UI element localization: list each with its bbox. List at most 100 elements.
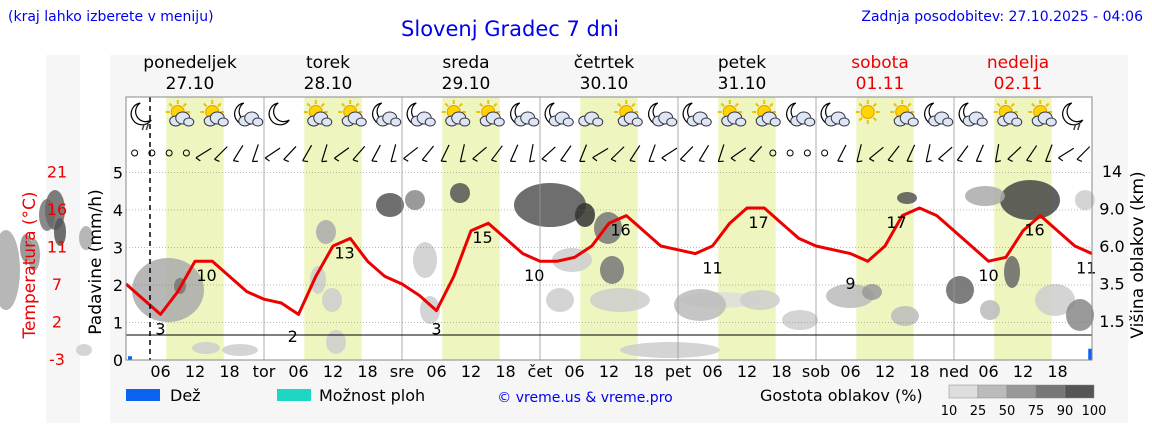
wind-barb-icon: [592, 147, 609, 162]
sun-cloud-icon: [1028, 100, 1057, 127]
storm-legend-swatch: [277, 389, 311, 401]
temp-tick-label: 2: [52, 313, 62, 332]
rain-legend-swatch: [126, 389, 160, 401]
cloud-density-blob: [132, 258, 204, 322]
temp-value-label: 11: [1076, 259, 1096, 278]
sun-cloud-icon: [441, 100, 471, 127]
temp-value-label: 13: [334, 243, 354, 262]
plot-border: [125, 96, 1093, 361]
credit-link[interactable]: © vreme.us & vreme.pro: [497, 390, 672, 406]
cloud-height-tick-label: 6.0: [1099, 237, 1124, 256]
x-tick-label: 12: [323, 362, 343, 381]
day-date: 30.10: [580, 74, 629, 94]
cloud-density-blob: [28, 239, 40, 271]
x-tick-label: 12: [737, 362, 757, 381]
temp-tick-label: -3: [49, 350, 65, 369]
sun-cloud-icon: [717, 100, 747, 127]
day-name: četrtek: [574, 53, 635, 73]
temp-value-label: 15: [472, 228, 492, 247]
cloud-density-blob: [54, 218, 66, 246]
cloud-density-blob: [980, 300, 1000, 320]
precip-tick-label: 3: [113, 239, 123, 258]
cloud-density-blob: [76, 344, 92, 356]
calm-wind-icon: [769, 149, 777, 157]
day-date: 02.11: [994, 74, 1043, 94]
daylight-band: [718, 97, 776, 360]
cloud-density-swatch: [1035, 384, 1066, 399]
storm-legend-label: Možnost ploh: [319, 386, 425, 405]
wind-barb-icon: [333, 147, 350, 162]
cloud-density-blob: [514, 183, 586, 227]
wind-barb-icon: [648, 144, 656, 163]
wind-barb-icon: [459, 144, 466, 163]
wind-barb-icon: [629, 145, 641, 163]
x-tick-label: 18: [357, 362, 377, 381]
wind-barb-icon: [214, 146, 228, 163]
cloud-density-blob: [965, 186, 1005, 206]
cloud-density-blob: [322, 288, 342, 312]
cloud-density-blob: [1000, 180, 1060, 220]
wind-barb-icon: [321, 144, 328, 163]
sun-cloud-icon: [752, 100, 781, 127]
cloud-density-blob: [1035, 284, 1075, 316]
x-tick-label: 18: [771, 362, 791, 381]
sun-cloud-icon: [200, 100, 229, 127]
moon-cloud-icon: [682, 102, 712, 127]
cloud-density-level: 100: [1082, 404, 1107, 419]
x-tick-label: 12: [185, 362, 205, 381]
wind-barb-icon: [264, 147, 281, 162]
x-tick-label: tor: [253, 362, 276, 381]
wind-barb-icon: [352, 145, 366, 163]
wind-barb-icon: [371, 144, 381, 163]
cloud-height-tick-label: 3.5: [1099, 275, 1124, 294]
wind-barb-icon: [195, 147, 212, 162]
x-tick-label: 06: [702, 362, 722, 381]
wind-barb-icon: [579, 144, 588, 162]
x-tick-label: 12: [461, 362, 481, 381]
temp-value-label: 16: [610, 221, 630, 240]
sun-cloud-icon: [476, 100, 505, 127]
x-tick-label: sob: [802, 362, 830, 381]
cloud-density-swatch: [1006, 384, 1037, 399]
moon-cloud-icon: [820, 102, 850, 127]
temp-tick-label: 21: [47, 163, 67, 182]
cloud-density-blob: [674, 289, 726, 321]
temp-axis-label: Temperatura (°C): [20, 191, 40, 339]
cloud-density-blob: [862, 284, 882, 300]
temperature-line: [125, 206, 1093, 316]
x-tick-label: 06: [564, 362, 584, 381]
day-date: 29.10: [442, 74, 491, 94]
rain-legend-label: Dež: [170, 386, 201, 405]
precip-axis-label: Padavine (mm/h): [86, 189, 106, 334]
wind-barb-icon: [698, 144, 710, 163]
cloud-density-title: Gostota oblakov (%): [760, 386, 923, 405]
wind-barb-icon: [610, 146, 625, 163]
cloud-density-blob: [1004, 256, 1020, 288]
moon-icon: [268, 102, 290, 126]
wind-barb-icon: [541, 146, 556, 162]
sun-icon: [855, 100, 880, 124]
moon-cloud-icon: [924, 102, 954, 127]
x-tick-label: 06: [150, 362, 170, 381]
daylight-band: [994, 97, 1052, 360]
cloud-density-level: 90: [1057, 404, 1074, 419]
menu-hint[interactable]: (kraj lahko izberete v meniju): [8, 9, 214, 25]
sun-cloud-icon: [993, 100, 1023, 127]
x-tick-label: pet: [665, 362, 691, 381]
day-date: 28.10: [304, 74, 353, 94]
wind-barb-icon: [925, 144, 932, 163]
cloud-density-blob: [310, 266, 326, 294]
temp-value-label: 10: [196, 266, 216, 285]
moon-cloud-icon: [372, 102, 402, 127]
wind-barb-icon: [679, 146, 694, 163]
wind-barb-icon: [749, 145, 763, 163]
day-name: ponedeljek: [143, 53, 237, 73]
temp-value-label: 9: [845, 274, 855, 293]
x-tick-label: čet: [528, 362, 553, 381]
precip-tick-label: 4: [113, 201, 123, 220]
temp-value-label: 10: [524, 266, 544, 285]
calm-wind-icon: [182, 149, 190, 157]
x-tick-label: sre: [390, 362, 414, 381]
sun-cloud-icon: [614, 100, 643, 127]
